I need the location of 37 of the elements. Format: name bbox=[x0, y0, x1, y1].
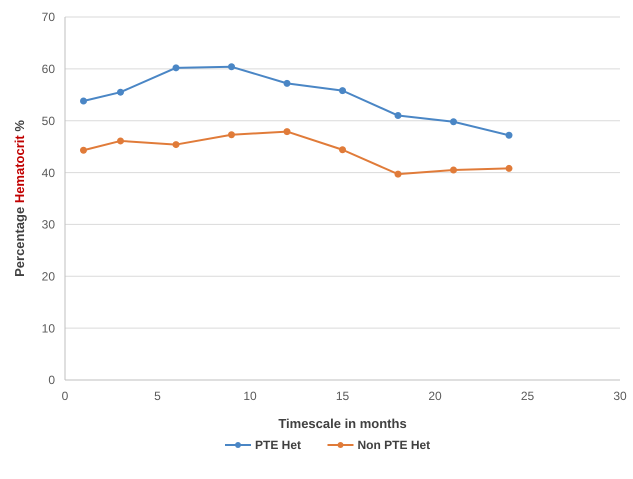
point bbox=[117, 137, 124, 144]
x-tick-label: 10 bbox=[243, 389, 257, 403]
y-tick-label: 70 bbox=[42, 10, 56, 24]
x-axis-title: Timescale in months bbox=[278, 416, 407, 431]
legend-label: Non PTE Het bbox=[358, 438, 430, 452]
x-tick-label: 30 bbox=[613, 389, 627, 403]
point bbox=[228, 63, 235, 70]
x-tick-label: 5 bbox=[154, 389, 162, 403]
point bbox=[506, 164, 512, 172]
y-tick-label: 0 bbox=[48, 373, 56, 388]
point bbox=[450, 118, 457, 126]
point bbox=[228, 131, 235, 138]
y-tick-label: 40 bbox=[42, 166, 56, 180]
y-tick-label: 10 bbox=[42, 321, 56, 336]
point bbox=[117, 88, 124, 96]
point bbox=[506, 132, 512, 139]
point bbox=[80, 98, 87, 105]
x-tick-label: 0 bbox=[62, 389, 69, 403]
x-tick-label: 25 bbox=[520, 389, 534, 403]
y-tick-label: 30 bbox=[42, 218, 56, 232]
point bbox=[284, 80, 290, 87]
point bbox=[394, 112, 402, 120]
point bbox=[80, 146, 87, 154]
point bbox=[284, 128, 290, 136]
point bbox=[339, 146, 346, 154]
x-tick-label: 20 bbox=[428, 389, 442, 403]
y-tick-label: 50 bbox=[42, 114, 56, 128]
point bbox=[339, 87, 346, 94]
y-tick-label: 20 bbox=[42, 269, 56, 284]
point bbox=[394, 170, 402, 178]
point bbox=[172, 141, 180, 148]
y-axis-title: Percentage Hematocrit % bbox=[12, 120, 27, 277]
x-tick-label: 15 bbox=[336, 389, 350, 403]
point bbox=[450, 166, 457, 174]
point bbox=[172, 64, 180, 72]
y-tick-label: 60 bbox=[42, 62, 56, 76]
legend-label: PTE Het bbox=[255, 438, 302, 452]
